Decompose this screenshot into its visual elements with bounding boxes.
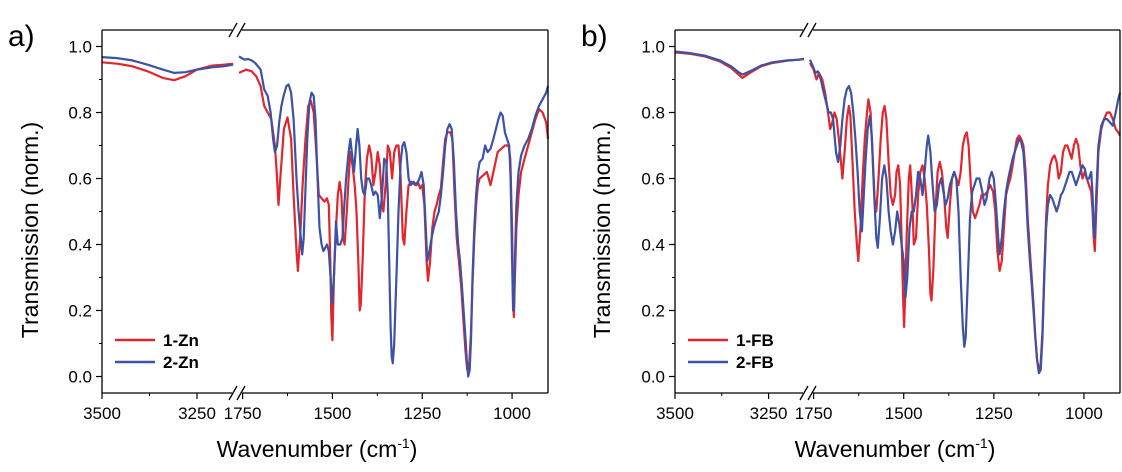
x-tick-label: 3500 [656,404,694,423]
axis-break-mark-bottom-2 [807,385,817,401]
y-axis-title-b: Transmission (norm.) [589,122,615,338]
y-tick-label: 0.0 [68,368,92,387]
series-group [674,50,1122,375]
legend-label: 1-FB [736,331,774,350]
y-tick-label: 0.6 [641,170,665,189]
y-tick-label: 0.8 [641,104,665,123]
legend-label: 2-Zn [163,353,199,372]
panel-a: a) Transmission (norm.) Wavenumber (cm-1… [8,20,550,462]
legend: 1-FB 2-FB [688,331,774,372]
legend-label: 2-FB [736,353,774,372]
x-axis-title-a: Wavenumber (cm-1) [217,435,418,462]
y-tick-label: 1.0 [641,38,665,57]
legend-label: 1-Zn [163,331,199,350]
y-tick-label: 0.0 [641,368,665,387]
x-tick-label: 3500 [83,404,121,423]
y-tick-label: 0.2 [68,302,92,321]
axis-break-mark-top-1 [799,22,809,38]
axes: 0.0 0.2 0.4 0.6 0.8 1.0 3500 3250 1750 1500 1250 10… [68,22,549,423]
y-tick-label: 0.6 [68,170,92,189]
legend: 1-Zn 2-Zn [115,331,199,372]
series-group [101,55,550,378]
axis-break-mark-top-1 [228,22,238,38]
x-tick-label: 3250 [178,404,216,423]
y-tick-label: 0.4 [68,236,92,255]
series-line-2-Zn-part-1 [101,56,234,75]
panel-b: b) Transmission (norm.) Wavenumber (cm-1… [581,20,1122,462]
x-tick-label: 1250 [975,404,1013,423]
panel-label-b: b) [581,20,608,53]
y-axis-title-a: Transmission (norm.) [17,122,43,338]
series-line-1-FB-part-2 [809,62,1121,371]
axis-break-mark-bottom-2 [236,385,246,401]
x-tick-label: 1250 [403,404,441,423]
series-line-1-Zn-part-1 [101,61,234,82]
y-tick-label: 0.4 [641,236,665,255]
y-tick-label: 0.2 [641,302,665,321]
x-tick-label: 3250 [750,404,788,423]
axes: 0.0 0.2 0.4 0.6 0.8 1.0 3500 3250 1750 1500 1250 10… [641,22,1121,423]
series-line-2-FB-part-2 [808,59,1122,375]
series-line-2-Zn-part-2 [238,55,550,378]
axis-break-mark-top-2 [807,22,817,38]
x-tick-label: 1000 [493,404,531,423]
x-tick-label: 1500 [314,404,352,423]
x-tick-label: 1750 [795,404,833,423]
y-tick-label: 1.0 [68,38,92,57]
x-tick-label: 1750 [224,404,262,423]
axis-break-mark-top-2 [236,22,246,38]
axis-break-mark-bottom-1 [799,385,809,401]
axis-break-mark-bottom-1 [228,385,238,401]
x-tick-label: 1500 [885,404,923,423]
x-axis-title-b: Wavenumber (cm-1) [795,435,996,462]
x-tick-label: 1000 [1065,404,1103,423]
y-tick-label: 0.8 [68,104,92,123]
panel-label-a: a) [8,20,35,53]
series-line-2-FB-part-1 [674,50,805,76]
